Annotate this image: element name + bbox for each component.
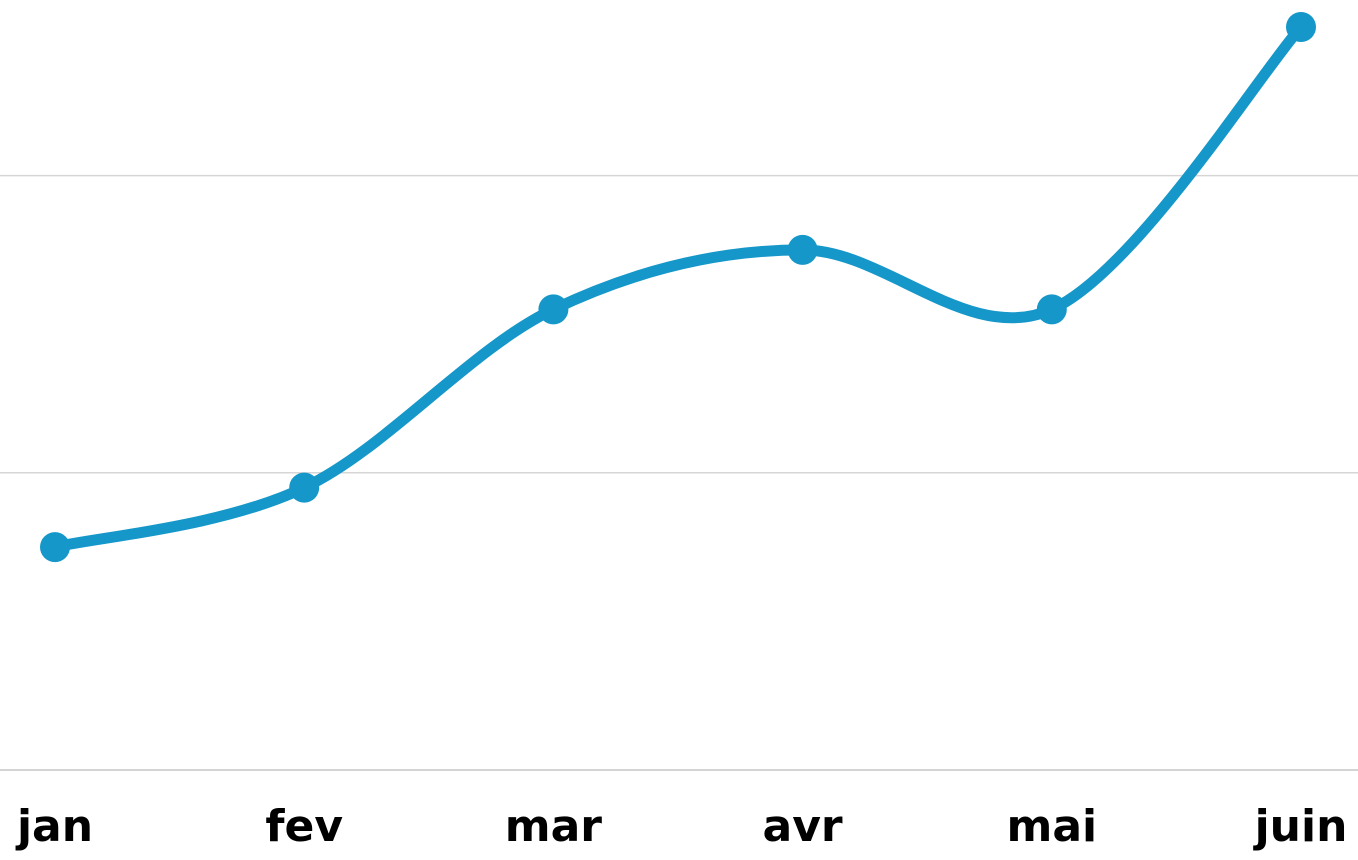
data-point-mar	[538, 294, 569, 325]
data-point-fev	[289, 472, 320, 503]
data-point-juin	[1286, 12, 1316, 42]
x-axis-tick-labels: jan fev mar avr mai juin	[15, 801, 1347, 852]
data-point-jan	[40, 532, 70, 563]
x-tick-label: mai	[1006, 801, 1097, 852]
x-tick-label: avr	[763, 801, 843, 852]
grid-layer	[0, 174, 1358, 771]
point-layer	[40, 12, 1316, 563]
series-layer	[49, 21, 1307, 553]
x-tick-label: juin	[1253, 801, 1348, 852]
x-tick-label: jan	[15, 801, 93, 852]
x-tick-label: mar	[505, 801, 603, 852]
x-tick-label: fev	[265, 801, 343, 852]
data-point-mai	[1036, 294, 1067, 325]
data-point-avr	[787, 234, 818, 265]
series-line	[49, 21, 1307, 553]
